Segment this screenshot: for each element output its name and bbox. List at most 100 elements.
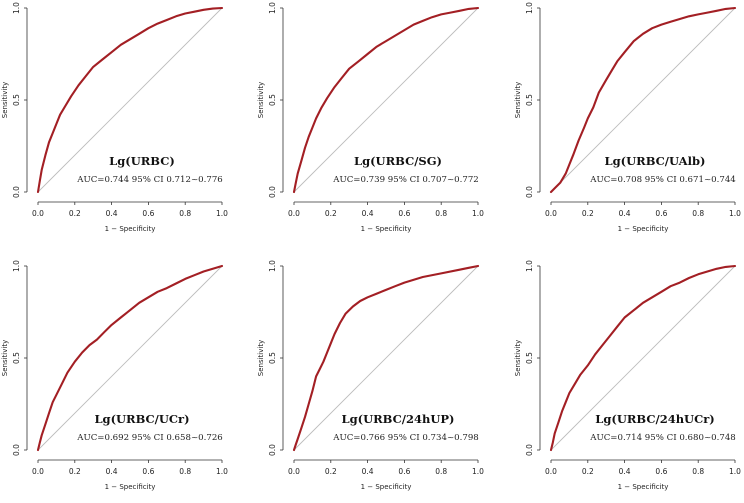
x-tick-label: 0.2 [69,467,81,476]
x-tick-label: 0.2 [582,467,594,476]
marker-title: Lg(URBC/24hUCr) [595,412,715,426]
roc-chart-urbc: 0.0 0.2 0.4 0.6 0.8 1.0 0.0 0.5 1.0 1 − Specifici… [1,2,228,233]
auc-annotation: AUC=0.714 95% CI 0.680~0.748 [589,433,736,443]
y-tick-label: 1.0 [525,260,534,272]
y-axis-title: Sensitivity [1,82,9,118]
x-tick-label: 0.8 [692,209,704,218]
y-tick-label: 0.5 [525,352,534,364]
y-tick-label: 0.5 [268,94,277,106]
marker-title: Lg(URBC/UCr) [94,412,189,426]
x-tick-label: 0.8 [179,467,191,476]
x-axis-title: 1 − Specificity [618,225,669,233]
x-tick-label: 0.0 [545,209,557,218]
x-tick-label: 0.0 [32,209,44,218]
y-axis-title: Sensitivity [514,340,522,376]
auc-annotation: AUC=0.739 95% CI 0.707~0.772 [332,175,479,185]
x-axis-title: 1 − Specificity [618,483,669,491]
y-tick-label: 1.0 [12,2,21,14]
roc-panel-urbc-ualb: 0.0 0.2 0.4 0.6 0.8 1.0 0.0 0.5 1.0 1 − Specifici… [513,0,744,245]
x-tick-label: 0.4 [619,209,631,218]
reference-diagonal-line [293,265,479,451]
roc-chart-urbc-24hup: 0.0 0.2 0.4 0.6 0.8 1.0 0.0 0.5 1.0 1 − Specifici… [257,260,484,491]
x-tick-label: 0.0 [545,467,557,476]
y-tick-label: 0.0 [12,186,21,198]
x-tick-label: 0.4 [106,209,118,218]
x-tick-label: 0.4 [619,467,631,476]
x-axis-title: 1 − Specificity [105,483,156,491]
x-tick-label: 0.8 [179,209,191,218]
roc-curve [292,264,480,452]
roc-chart-urbc-ucr: 0.0 0.2 0.4 0.6 0.8 1.0 0.0 0.5 1.0 1 − Specifici… [1,260,228,491]
x-tick-label: 0.4 [362,467,374,476]
x-tick-label: 0.6 [655,467,667,476]
x-axis-title: 1 − Specificity [361,225,412,233]
y-tick-label: 0.5 [12,94,21,106]
reference-diagonal-line [293,7,479,193]
marker-title: Lg(URBC/24hUP) [342,412,455,426]
x-tick-label: 1.0 [729,467,741,476]
x-tick-label: 1.0 [472,467,484,476]
x-tick-label: 0.2 [69,209,81,218]
roc-figure-grid: 0.0 0.2 0.4 0.6 0.8 1.0 0.0 0.5 1.0 1 − Specifici… [1,0,744,491]
x-tick-label: 0.6 [142,209,154,218]
x-tick-label: 1.0 [216,467,228,476]
x-tick-label: 0.4 [106,467,118,476]
x-tick-label: 0.2 [582,209,594,218]
roc-chart-urbc-sg: 0.0 0.2 0.4 0.6 0.8 1.0 0.0 0.5 1.0 1 − Specifici… [257,2,484,233]
x-tick-label: 1.0 [216,209,228,218]
reference-diagonal-line [550,7,736,193]
auc-annotation: AUC=0.744 95% CI 0.712~0.776 [76,175,223,185]
y-tick-label: 1.0 [525,2,534,14]
x-tick-label: 0.4 [362,209,374,218]
y-tick-label: 0.0 [525,444,534,456]
roc-curve [36,6,224,194]
marker-title: Lg(URBC/UAlb) [605,154,706,168]
x-tick-label: 0.6 [142,467,154,476]
y-tick-label: 0.5 [525,94,534,106]
roc-curve [549,264,737,452]
x-tick-label: 1.0 [472,209,484,218]
roc-curve [549,6,737,194]
y-tick-label: 0.0 [12,444,21,456]
x-tick-label: 0.0 [32,467,44,476]
x-tick-label: 0.6 [655,209,667,218]
y-tick-label: 1.0 [12,260,21,272]
roc-panel-urbc-ucr: 0.0 0.2 0.4 0.6 0.8 1.0 0.0 0.5 1.0 1 − Specifici… [0,258,248,503]
roc-panel-urbc-sg: 0.0 0.2 0.4 0.6 0.8 1.0 0.0 0.5 1.0 1 − Specifici… [256,0,504,245]
y-tick-label: 0.5 [268,352,277,364]
x-tick-label: 0.2 [325,209,337,218]
y-tick-label: 1.0 [268,2,277,14]
roc-panel-urbc-24hup: 0.0 0.2 0.4 0.6 0.8 1.0 0.0 0.5 1.0 1 − Specifici… [256,258,504,503]
x-tick-label: 0.6 [398,467,410,476]
x-axis-title: 1 − Specificity [361,483,412,491]
marker-title: Lg(URBC) [109,154,175,168]
roc-curve [36,264,224,452]
x-tick-label: 0.0 [288,209,300,218]
reference-diagonal-line [37,265,223,451]
x-tick-label: 0.6 [398,209,410,218]
roc-curve [292,6,480,194]
roc-panel-urbc-24hucr: 0.0 0.2 0.4 0.6 0.8 1.0 0.0 0.5 1.0 1 − Specifici… [513,258,744,503]
x-axis-title: 1 − Specificity [105,225,156,233]
roc-chart-urbc-ualb: 0.0 0.2 0.4 0.6 0.8 1.0 0.0 0.5 1.0 1 − Specifici… [514,2,741,233]
x-tick-label: 0.2 [325,467,337,476]
y-tick-label: 0.0 [268,186,277,198]
y-tick-label: 1.0 [268,260,277,272]
reference-diagonal-line [550,265,736,451]
x-tick-label: 0.8 [692,467,704,476]
auc-annotation: AUC=0.708 95% CI 0.671~0.744 [589,175,736,185]
roc-chart-urbc-24hucr: 0.0 0.2 0.4 0.6 0.8 1.0 0.0 0.5 1.0 1 − Specifici… [514,260,741,491]
x-tick-label: 0.8 [435,209,447,218]
y-axis-title: Sensitivity [514,82,522,118]
reference-diagonal-line [37,7,223,193]
y-tick-label: 0.5 [12,352,21,364]
y-axis-title: Sensitivity [257,340,265,376]
y-tick-label: 0.0 [525,186,534,198]
x-tick-label: 0.0 [288,467,300,476]
y-tick-label: 0.0 [268,444,277,456]
auc-annotation: AUC=0.692 95% CI 0.658~0.726 [76,433,223,443]
x-tick-label: 0.8 [435,467,447,476]
auc-annotation: AUC=0.766 95% CI 0.734~0.798 [332,433,479,443]
marker-title: Lg(URBC/SG) [354,154,442,168]
y-axis-title: Sensitivity [1,340,9,376]
